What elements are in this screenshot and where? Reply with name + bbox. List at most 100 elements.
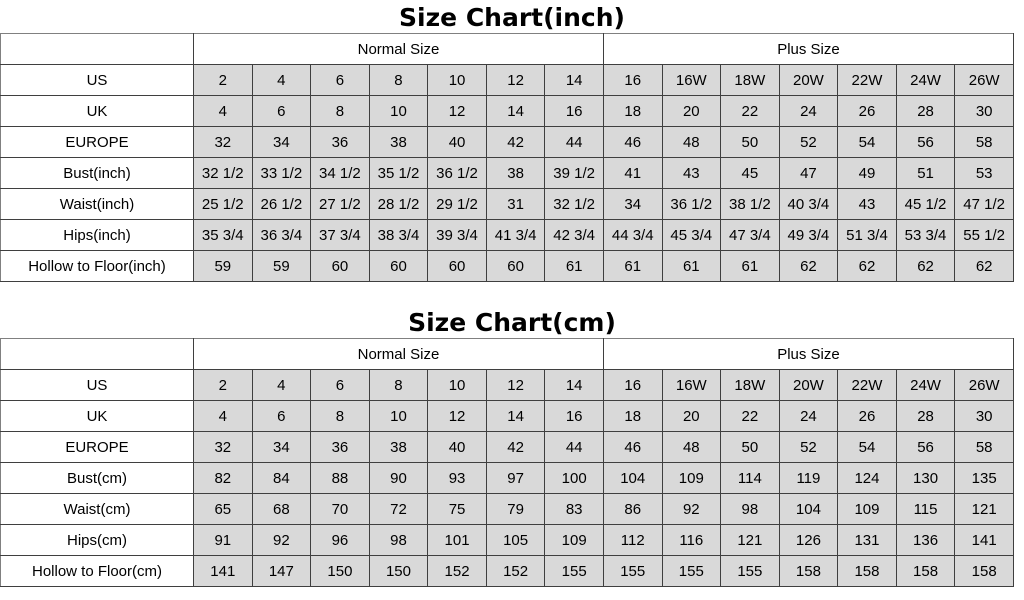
table-cell: 147 xyxy=(252,555,312,587)
table-cell: 31 xyxy=(486,188,546,220)
table-cell: 30 xyxy=(954,95,1014,127)
table-cell: 54 xyxy=(837,126,897,158)
row-label: Hollow to Floor(cm) xyxy=(0,555,194,587)
group-header-row: Normal Size Plus Size xyxy=(0,33,1015,65)
table-cell: 50 xyxy=(720,126,780,158)
table-cell: 104 xyxy=(603,462,663,494)
table-cell: 24W xyxy=(896,64,956,96)
table-cell: 50 xyxy=(720,431,780,463)
size-table-cm: Normal Size Plus Size US 2 4 6 8 10 12 14 16 16W 18W… xyxy=(0,338,1015,587)
table-cell: 26W xyxy=(954,64,1014,96)
corner-blank-cell xyxy=(0,338,194,370)
row-label: Waist(cm) xyxy=(0,493,194,525)
table-cell: 18W xyxy=(720,64,780,96)
table-cell: 49 xyxy=(837,157,897,189)
table-cell: 12 xyxy=(486,369,546,401)
table-cell: 12 xyxy=(427,95,487,127)
table-cell: 61 xyxy=(603,250,663,282)
table-cell: 10 xyxy=(427,369,487,401)
table-cell: 52 xyxy=(779,126,839,158)
table-cell: 34 1/2 xyxy=(310,157,370,189)
size-table-inch-body: Normal Size Plus Size US 2 4 6 8 10 12 14 16 16W 18W… xyxy=(0,33,1015,282)
table-cell: 43 xyxy=(837,188,897,220)
table-cell: 158 xyxy=(896,555,956,587)
table-cell: 49 3/4 xyxy=(779,219,839,251)
table-cell: 40 xyxy=(427,431,487,463)
table-cell: 33 1/2 xyxy=(252,157,312,189)
table-cell: 26 xyxy=(837,400,897,432)
table-cell: 16 xyxy=(603,369,663,401)
table-cell: 14 xyxy=(544,369,604,401)
size-table-cm-body: Normal Size Plus Size US 2 4 6 8 10 12 14 16 16W 18W… xyxy=(0,338,1015,587)
table-cell: 20 xyxy=(662,400,722,432)
table-cell: 83 xyxy=(544,493,604,525)
table-cell: 34 xyxy=(252,431,312,463)
table-cell: 24W xyxy=(896,369,956,401)
table-row: Waist(cm) 65 68 70 72 75 79 83 86 92 98 104 109 115 12… xyxy=(0,493,1014,525)
table-cell: 158 xyxy=(779,555,839,587)
table-cell: 36 xyxy=(310,431,370,463)
table-cell: 16 xyxy=(544,95,604,127)
table-cell: 119 xyxy=(779,462,839,494)
table-cell: 20W xyxy=(779,369,839,401)
row-label: Bust(inch) xyxy=(0,157,194,189)
table-cell: 60 xyxy=(310,250,370,282)
table-cell: 39 1/2 xyxy=(544,157,604,189)
table-cell: 35 3/4 xyxy=(193,219,253,251)
table-cell: 92 xyxy=(662,493,722,525)
table-cell: 42 3/4 xyxy=(544,219,604,251)
table-cell: 8 xyxy=(310,95,370,127)
table-cell: 6 xyxy=(310,64,370,96)
table-cell: 141 xyxy=(193,555,253,587)
table-cell: 44 xyxy=(544,126,604,158)
table-cell: 65 xyxy=(193,493,253,525)
table-cell: 10 xyxy=(427,64,487,96)
table-cell: 22W xyxy=(837,369,897,401)
table-cell: 61 xyxy=(720,250,780,282)
table-cell: 88 xyxy=(310,462,370,494)
table-cell: 26 xyxy=(837,95,897,127)
row-label: Hips(cm) xyxy=(0,524,194,556)
table-cell: 158 xyxy=(837,555,897,587)
table-cell: 104 xyxy=(779,493,839,525)
table-cell: 28 xyxy=(896,400,956,432)
table-cell: 36 3/4 xyxy=(252,219,312,251)
table-cell: 136 xyxy=(896,524,956,556)
table-cell: 116 xyxy=(662,524,722,556)
table-cell: 16 xyxy=(603,64,663,96)
table-cell: 155 xyxy=(662,555,722,587)
row-label: Bust(cm) xyxy=(0,462,194,494)
row-label: EUROPE xyxy=(0,126,194,158)
table-cell: 47 1/2 xyxy=(954,188,1014,220)
table-cell: 18 xyxy=(603,95,663,127)
chart-title-cm: Size Chart(cm) xyxy=(408,308,616,337)
table-cell: 61 xyxy=(544,250,604,282)
table-cell: 35 1/2 xyxy=(369,157,429,189)
table-cell: 82 xyxy=(193,462,253,494)
table-cell: 40 3/4 xyxy=(779,188,839,220)
table-cell: 14 xyxy=(544,64,604,96)
table-cell: 12 xyxy=(486,64,546,96)
table-cell: 90 xyxy=(369,462,429,494)
table-cell: 32 1/2 xyxy=(193,157,253,189)
table-cell: 32 1/2 xyxy=(544,188,604,220)
table-cell: 62 xyxy=(779,250,839,282)
table-row: Bust(inch) 32 1/2 33 1/2 34 1/2 35 1/2 36 1/2… xyxy=(0,157,1014,189)
table-cell: 84 xyxy=(252,462,312,494)
table-cell: 47 3/4 xyxy=(720,219,780,251)
chart-title-inch: Size Chart(inch) xyxy=(399,3,625,32)
table-cell: 12 xyxy=(427,400,487,432)
table-cell: 60 xyxy=(369,250,429,282)
table-cell: 48 xyxy=(662,431,722,463)
table-cell: 51 3/4 xyxy=(837,219,897,251)
table-row: UK 4 6 8 10 12 14 16 18 20 22 24 26 28 30 xyxy=(0,95,1014,127)
table-cell: 61 xyxy=(662,250,722,282)
table-cell: 91 xyxy=(193,524,253,556)
table-cell: 42 xyxy=(486,431,546,463)
table-cell: 18W xyxy=(720,369,780,401)
table-cell: 34 xyxy=(603,188,663,220)
table-cell: 56 xyxy=(896,126,956,158)
table-cell: 158 xyxy=(954,555,1014,587)
table-cell: 46 xyxy=(603,126,663,158)
table-cell: 109 xyxy=(544,524,604,556)
